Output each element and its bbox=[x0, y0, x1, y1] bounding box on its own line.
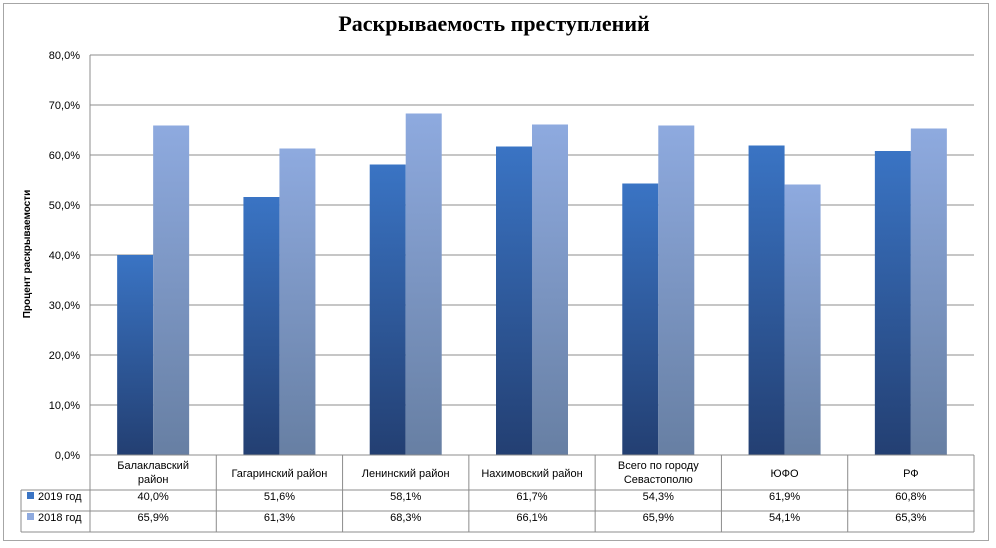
bar-series-2019 bbox=[748, 145, 785, 455]
bar-series-2019 bbox=[496, 146, 532, 455]
y-tick-label: 70,0% bbox=[49, 100, 80, 112]
data-label: 65,3% bbox=[895, 512, 926, 524]
bar-series-2018 bbox=[279, 148, 316, 455]
data-label: 68,3% bbox=[390, 512, 421, 524]
data-table: Балаклавский район Гагаринский район Ленинс… bbox=[20, 454, 975, 533]
data-label: 58,1% bbox=[390, 491, 421, 503]
y-tick-label: 50,0% bbox=[49, 200, 80, 212]
category-label: Всего по городу Севастополю bbox=[618, 460, 699, 486]
y-tick-label: 30,0% bbox=[49, 300, 80, 312]
data-label: 40,0% bbox=[138, 491, 169, 503]
y-tick-label: 10,0% bbox=[49, 400, 80, 412]
data-label: 60,8% bbox=[895, 491, 926, 503]
y-tick-label: 40,0% bbox=[49, 250, 80, 262]
legend-swatch bbox=[27, 492, 34, 499]
data-label: 61,3% bbox=[264, 512, 295, 524]
category-label: РФ bbox=[903, 468, 919, 480]
legend-series-name: 2018 год bbox=[38, 512, 82, 524]
legend-series-name: 2019 год bbox=[38, 491, 82, 503]
y-tick-label: 80,0% bbox=[49, 50, 80, 62]
data-label: 61,9% bbox=[769, 491, 800, 503]
bar-series-2019 bbox=[117, 255, 154, 455]
bar-series-2018 bbox=[658, 125, 695, 455]
category-label: ЮФО bbox=[771, 468, 799, 480]
bar-series-2019 bbox=[369, 164, 406, 455]
category-label: Гагаринский район bbox=[231, 468, 327, 480]
y-tick-label: 60,0% bbox=[49, 150, 80, 162]
data-label: 54,1% bbox=[769, 512, 800, 524]
bar-series-2019 bbox=[874, 151, 911, 455]
category-label: Балаклавский район bbox=[117, 460, 189, 486]
y-tick-label: 0,0% bbox=[55, 450, 80, 462]
data-label: 65,9% bbox=[643, 512, 674, 524]
legend-swatch bbox=[27, 513, 34, 520]
bar-series-2018 bbox=[910, 128, 947, 455]
bar-series-2018 bbox=[532, 124, 568, 455]
category-label: Нахимовский район bbox=[481, 468, 582, 480]
bar-series-2019 bbox=[243, 197, 280, 455]
bar-series-2018 bbox=[405, 113, 442, 455]
bar-series-2019 bbox=[622, 183, 659, 455]
data-label: 54,3% bbox=[643, 491, 674, 503]
bar-series-2018 bbox=[153, 125, 190, 455]
data-label: 65,9% bbox=[138, 512, 169, 524]
bars bbox=[117, 113, 947, 455]
data-label: 51,6% bbox=[264, 491, 295, 503]
data-label: 61,7% bbox=[516, 491, 547, 503]
y-tick-label: 20,0% bbox=[49, 350, 80, 362]
category-label: Ленинский район bbox=[362, 468, 450, 480]
chart-title: Раскрываемость преступлений bbox=[338, 11, 650, 36]
data-label: 66,1% bbox=[516, 512, 547, 524]
y-axis-ticks: 0,0% 10,0% 20,0% 30,0% 40,0% 50,0% 60,0% 70,0% 8… bbox=[49, 50, 80, 462]
bar-series-2018 bbox=[784, 184, 821, 455]
y-axis-label: Процент раскрываемости bbox=[22, 190, 33, 319]
